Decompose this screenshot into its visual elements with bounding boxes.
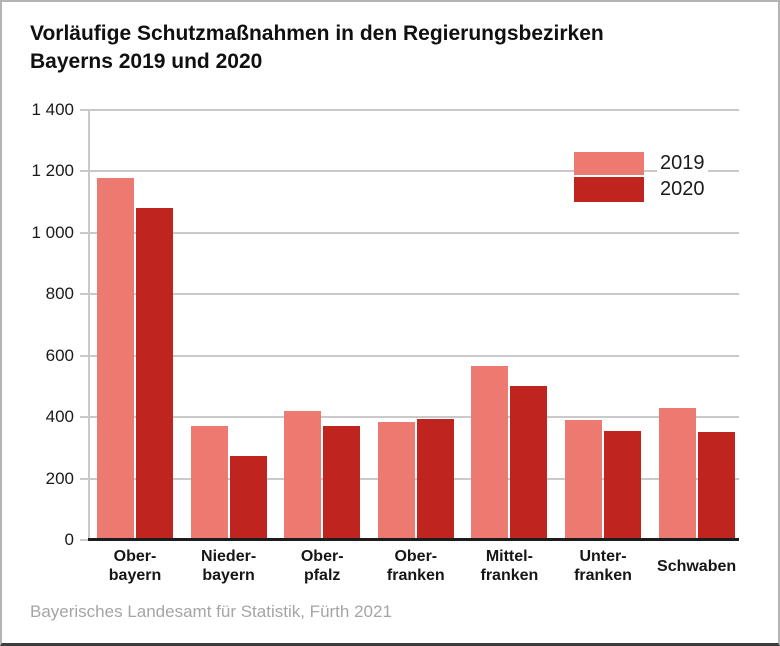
y-tick-label-0: 0	[64, 530, 74, 549]
y-tick-800	[80, 293, 90, 296]
x-label-line: franken	[574, 567, 632, 584]
y-tick-1400	[80, 109, 90, 111]
x-label-line: pfalz	[303, 567, 341, 584]
x-label-line: bayern	[202, 567, 255, 584]
legend-label-2019: 2019	[657, 152, 708, 175]
bar-2019-mittelfranken	[471, 366, 509, 540]
legend-swatch-2020	[574, 177, 644, 202]
y-tick-400	[80, 416, 90, 419]
chart-title-line1: Vorläufige Schutzmaßnahmen in den Regier…	[30, 22, 604, 45]
x-label-line: Schwaben	[657, 558, 737, 575]
gridline-1000	[90, 231, 739, 234]
y-tick-label-1400: 1 400	[31, 100, 74, 119]
y-tick-1000	[80, 231, 90, 234]
gridline-400	[90, 416, 739, 419]
bar-2019-niederbayern	[190, 426, 228, 540]
x-axis-labels: Ober-bayern Nieder-bayern Ober-pfalz Ober-f…	[90, 547, 739, 593]
gridline-1400	[90, 109, 739, 111]
bar-2019-schwaben	[658, 408, 696, 540]
legend: 2019 2020	[574, 152, 708, 204]
y-tick-200	[80, 477, 90, 480]
chart-title: Vorläufige Schutzmaßnahmen in den Regier…	[30, 20, 730, 76]
y-tick-label-800: 800	[45, 284, 74, 304]
y-tick-label-1000: 1 000	[31, 222, 74, 242]
gridline-600	[90, 354, 739, 357]
y-axis-line	[88, 110, 90, 541]
y-tick-600	[80, 354, 90, 357]
bar-2020-unterfranken	[604, 431, 641, 540]
y-tick-label-200: 200	[45, 468, 74, 488]
x-axis-baseline	[88, 538, 739, 541]
legend-label-2020: 2020	[657, 178, 708, 201]
bar-2020-mittelfranken	[510, 386, 548, 540]
y-tick-label-600: 600	[45, 345, 74, 365]
bar-2019-unterfranken	[565, 420, 602, 540]
x-label-unterfranken: Unter-franken	[556, 547, 650, 585]
x-label-mittelfranken: Mittel-franken	[462, 547, 556, 585]
x-label-line: Ober-	[394, 548, 438, 565]
source-credit: Bayerisches Landesamt für Statistik, Für…	[30, 602, 392, 621]
legend-item-2020: 2020	[574, 177, 708, 202]
x-label-niederbayern: Nieder-bayern	[182, 547, 276, 585]
y-tick-1200	[80, 170, 90, 173]
bar-2019-oberpfalz	[284, 411, 322, 540]
bar-2020-schwaben	[697, 432, 735, 540]
x-label-line: Ober-	[300, 548, 344, 565]
y-tick-label-400: 400	[45, 407, 74, 427]
x-label-line: Unter-	[579, 548, 627, 565]
chart-title-line2: Bayerns 2019 und 2020	[30, 50, 263, 73]
x-label-line: Nieder-	[201, 548, 257, 565]
x-label-line: franken	[386, 567, 445, 584]
x-label-line: franken	[480, 567, 539, 584]
bar-2020-niederbayern	[229, 456, 267, 540]
x-label-line: Mittel-	[485, 548, 533, 565]
bar-2019-oberfranken	[377, 422, 415, 540]
x-label-oberpfalz: Ober-pfalz	[275, 547, 369, 585]
y-tick-label-1200: 1 200	[31, 161, 74, 181]
plot-area: 0 200 400 600 800 1 000 1 200 1 400	[31, 100, 739, 549]
x-label-oberbayern: Ober-bayern	[88, 547, 182, 585]
bar-2020-oberbayern	[136, 208, 173, 540]
x-label-schwaben: Schwaben	[650, 547, 744, 576]
bar-2020-oberpfalz	[323, 426, 361, 540]
legend-item-2019: 2019	[574, 152, 708, 175]
legend-swatch-2019	[574, 152, 644, 175]
x-label-oberfranken: Ober-franken	[369, 547, 463, 585]
y-tick-0	[80, 539, 90, 541]
gridline-1200	[90, 170, 739, 173]
x-label-line: bayern	[108, 567, 162, 584]
bar-2019-oberbayern	[97, 178, 134, 540]
bar-2020-oberfranken	[416, 419, 454, 540]
gridline-800	[90, 293, 739, 296]
x-label-line: Ober-	[113, 548, 157, 565]
